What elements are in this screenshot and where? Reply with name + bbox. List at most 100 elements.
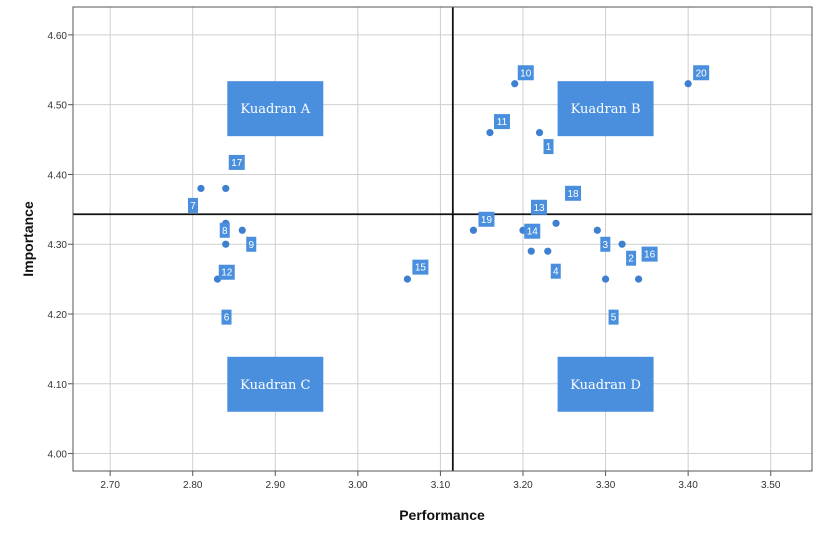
point-label-box (550, 263, 561, 279)
point-label-box (600, 236, 611, 252)
point-label: 5 (608, 309, 619, 325)
point-label-box (218, 264, 235, 280)
point-label: 19 (478, 211, 495, 227)
data-point (552, 219, 560, 227)
point-label-box (478, 211, 495, 227)
point-label-box (626, 250, 637, 266)
point-label-box (187, 197, 198, 213)
data-point (238, 226, 246, 234)
data-point (684, 80, 692, 88)
point-label: 16 (641, 246, 658, 262)
point-label-box (641, 246, 658, 262)
point-label-box (565, 185, 582, 201)
point-label-text: 8 (222, 226, 228, 237)
quadrant-label: Kuadran C (227, 356, 324, 412)
quadrant-box (227, 356, 324, 412)
point-label-text: 3 (603, 240, 609, 251)
x-axis-title: Performance (399, 507, 485, 523)
point-label-text: 6 (224, 313, 230, 324)
point-label: 10 (517, 65, 534, 81)
y-axis-title: Importance (20, 201, 36, 277)
point-label-text: 16 (644, 250, 656, 261)
point-label-text: 7 (190, 201, 196, 212)
point-label: 2 (626, 250, 637, 266)
quadrant-box (227, 81, 324, 137)
data-point (593, 226, 601, 234)
point-label-box (221, 309, 232, 325)
data-point (469, 226, 478, 234)
point-label-box (693, 65, 710, 81)
x-tick-label: 3.20 (513, 480, 533, 491)
point-label: 1 (543, 139, 554, 155)
y-tick-label: 4.00 (48, 450, 68, 461)
point-label: 17 (228, 154, 245, 170)
data-point (222, 240, 230, 248)
point-label-text: 11 (497, 117, 508, 128)
point-label-text: 4 (553, 267, 559, 278)
point-label: 18 (565, 185, 582, 201)
quadrant-text: Kuadran A (240, 102, 310, 117)
quadrant-box (557, 81, 654, 137)
point-label-text: 14 (527, 227, 539, 238)
point-label-text: 20 (696, 68, 708, 79)
y-tick-label: 4.10 (48, 380, 68, 391)
data-point (601, 275, 610, 283)
x-tick-label: 2.90 (266, 480, 286, 491)
point-label-box (412, 259, 429, 275)
data-point (544, 247, 552, 255)
data-point (635, 275, 643, 283)
point-label-text: 15 (415, 263, 427, 274)
reference-lines (73, 7, 812, 471)
y-tick-label: 4.60 (48, 31, 68, 42)
point-label-box (531, 199, 548, 215)
x-tick-label: 2.80 (183, 480, 203, 491)
y-tick-label: 4.40 (48, 170, 68, 181)
y-tick-label: 4.50 (48, 101, 68, 112)
point-label-box (608, 309, 619, 325)
x-tick-label: 3.00 (348, 480, 368, 491)
data-point (403, 275, 412, 283)
y-tick-label: 4.20 (48, 310, 68, 321)
y-tick-label: 4.30 (48, 240, 68, 251)
data-point (618, 240, 626, 248)
point-label-box (228, 154, 245, 170)
point-label: 7 (187, 197, 198, 213)
quadrant-text: Kuadran D (570, 378, 641, 393)
plot-frame (72, 6, 813, 472)
point-label: 6 (221, 309, 232, 325)
data-point (222, 184, 230, 193)
x-axis-ticks: 2.70 2.80 2.90 3.00 3.10 3.20 3.30 3.40 3.50 (100, 471, 781, 491)
data-point (511, 80, 519, 88)
data-point (197, 184, 205, 193)
point-label-box (493, 114, 510, 130)
point-label: 12 (218, 264, 235, 280)
point-label-box (219, 222, 230, 238)
point-label-text: 9 (248, 240, 254, 251)
point-label: 8 (219, 222, 230, 238)
point-label: 13 (531, 199, 548, 215)
quadrant-text: Kuadran C (240, 378, 310, 393)
quadrant-text: Kuadran B (571, 102, 641, 117)
point-label-box (543, 139, 554, 155)
grid-lines (73, 7, 812, 471)
data-point (527, 247, 535, 255)
point-label: 15 (412, 259, 429, 275)
point-label: 9 (246, 236, 257, 252)
point-label-box (517, 65, 534, 81)
point-label-text: 13 (533, 203, 545, 214)
point-label-text: 12 (221, 268, 233, 279)
quadrant-labels: Kuadran A Kuadran B Kuadran C Kuadran D (227, 81, 654, 412)
point-label-text: 17 (231, 158, 243, 169)
x-tick-label: 3.50 (761, 480, 781, 491)
point-label: 3 (600, 236, 611, 252)
point-label-text: 5 (611, 313, 617, 324)
point-label: 4 (550, 263, 561, 279)
y-axis-ticks: 4.00 4.10 4.20 4.30 4.40 4.50 4.60 (48, 31, 73, 461)
quadrant-label: Kuadran A (227, 81, 324, 137)
point-label-box (524, 223, 541, 239)
point-label-text: 19 (481, 215, 493, 226)
point-label-text: 18 (567, 189, 579, 200)
point-label: 14 (524, 223, 541, 239)
